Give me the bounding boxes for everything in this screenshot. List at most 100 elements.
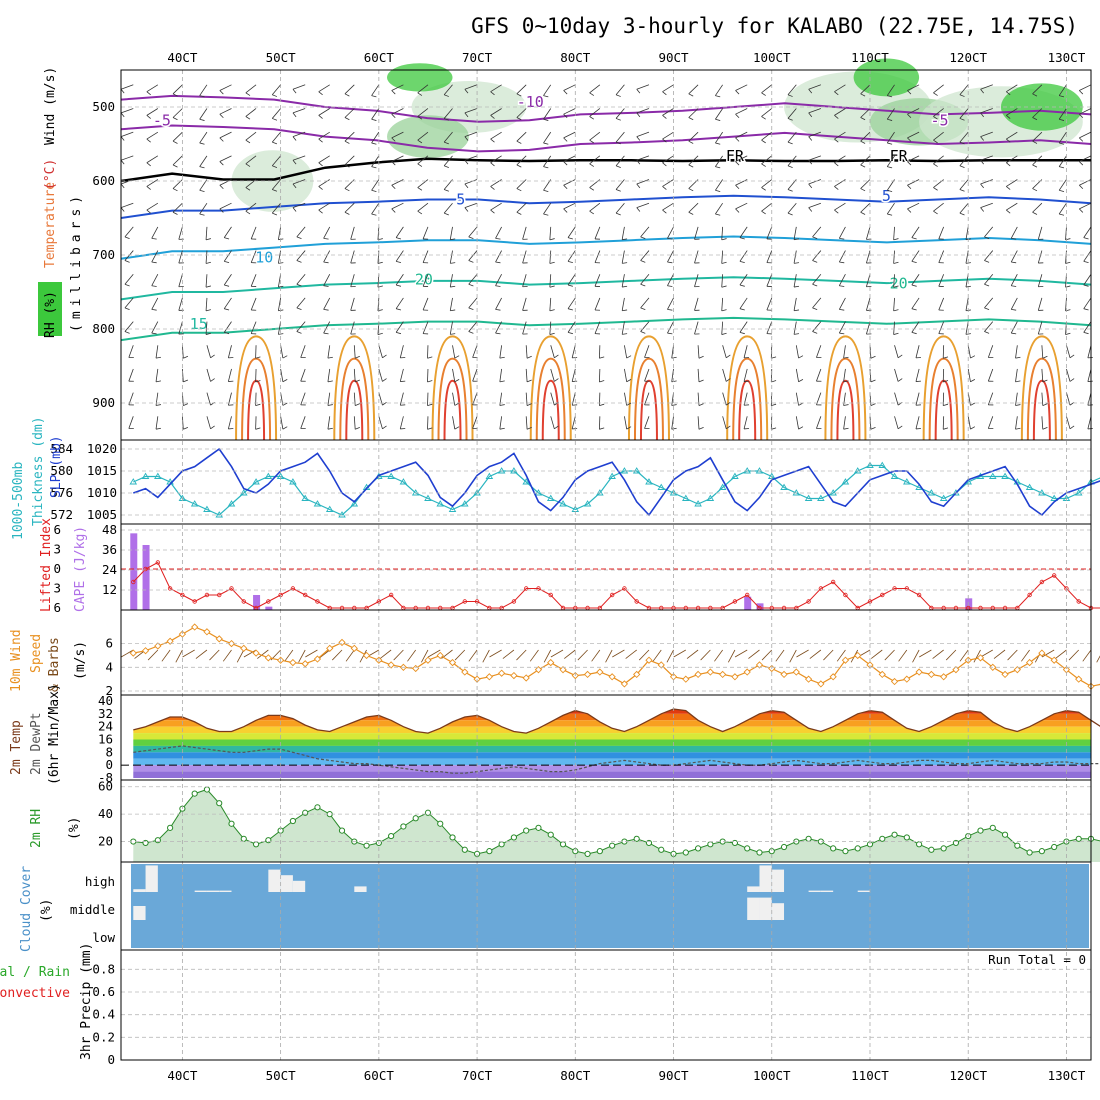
- wind-barb-flag: [355, 379, 360, 383]
- thickness-point: [890, 472, 899, 479]
- wind-barb: [525, 368, 528, 382]
- wind-barb-flag: [839, 309, 845, 311]
- wind-barb: [391, 202, 404, 210]
- wind-speed-point: [583, 670, 592, 679]
- wind-barb: [199, 84, 208, 96]
- wind-barb-flag: [834, 115, 839, 119]
- wind-barb-flag: [210, 425, 215, 430]
- wind-barb: [468, 297, 478, 309]
- wind-barb: [667, 226, 674, 239]
- wind-barb: [808, 202, 822, 209]
- wind-barb-flag: [933, 163, 938, 167]
- thickness-point: [387, 472, 395, 479]
- wind-barb: [860, 202, 871, 213]
- wind-barb-flag: [959, 118, 965, 121]
- wind-barb: [120, 108, 134, 114]
- wind-barb: [697, 368, 700, 382]
- thickness-point: [534, 489, 543, 496]
- wind-barb-flag: [808, 160, 813, 165]
- wind-barb: [667, 274, 674, 286]
- wind-barb: [1079, 202, 1092, 210]
- wind-barb: [219, 84, 232, 91]
- warm-temperature-contour: [1020, 335, 1063, 441]
- rh-point: [191, 790, 198, 797]
- thickness-point: [1025, 483, 1034, 490]
- wind-barb-flag: [454, 426, 460, 430]
- wind-barb: [1083, 297, 1092, 309]
- wind-barb-flag: [344, 164, 350, 168]
- wind-barb: [735, 202, 748, 210]
- wind-barb-flag: [526, 379, 532, 383]
- warm-temperature-contour: [443, 379, 462, 441]
- wind-barb-flag: [205, 309, 211, 312]
- wind-barb-10m: [454, 649, 466, 661]
- wind-barb: [146, 179, 159, 187]
- wind-barb-flag: [391, 184, 396, 190]
- wind-barb: [120, 155, 134, 161]
- wind-barb: [594, 297, 601, 311]
- wind-barb-10m: [898, 649, 908, 662]
- wind-barb-flag: [798, 378, 804, 383]
- wind-barb-flag: [1011, 309, 1017, 311]
- wind-barb: [893, 321, 895, 335]
- wind-barb: [146, 202, 159, 211]
- t2m-label: 2m Temp: [9, 720, 24, 775]
- wind-barb-flag: [1083, 284, 1089, 287]
- wind-barb: [499, 345, 503, 359]
- wind-barb: [694, 274, 699, 287]
- wind-barb-flag: [219, 208, 224, 213]
- wind-barb-flag: [255, 427, 261, 430]
- wind-barb-flag: [327, 427, 333, 430]
- wind-barb: [300, 368, 306, 382]
- rh-point: [707, 841, 714, 848]
- wind-barb: [468, 250, 478, 261]
- wind-barb: [178, 321, 183, 335]
- warm-temperature-contour: [1026, 357, 1057, 441]
- wind-barb-flag: [155, 427, 162, 430]
- wind-barb-flag: [255, 380, 261, 383]
- wind-barb: [490, 155, 502, 164]
- rh-point: [596, 848, 603, 855]
- wind-speed-point: [424, 656, 432, 664]
- wind-barb-flag: [970, 426, 976, 430]
- wind-barb: [206, 345, 211, 358]
- wind-barb: [271, 202, 281, 214]
- wind-barb: [715, 84, 723, 96]
- wind-barb: [567, 274, 576, 286]
- wind-barb-10m: [359, 649, 367, 663]
- wind-barb-flag: [292, 136, 297, 141]
- wind-barb-flag: [662, 209, 667, 214]
- wind-barb: [1083, 321, 1092, 333]
- wind-barb-flag: [721, 309, 727, 312]
- wind-barb-flag: [589, 139, 595, 144]
- wind-barb-flag: [1042, 403, 1048, 406]
- wind-barb: [838, 297, 846, 310]
- wind-barb-flag: [1032, 164, 1038, 168]
- wind-barb-flag: [323, 285, 329, 287]
- wind-barb-flag: [543, 213, 549, 216]
- wind-barb: [636, 84, 650, 90]
- wind-barb: [980, 202, 993, 209]
- wind-barb: [715, 108, 723, 120]
- wind-barb-flag: [490, 186, 495, 190]
- wind-barb: [543, 202, 552, 215]
- wind-barb: [636, 155, 650, 161]
- wind-barb: [662, 84, 674, 93]
- wind-barb: [245, 84, 257, 94]
- wind-barb-flag: [516, 93, 522, 97]
- wind-barb-flag: [640, 283, 646, 287]
- rh-point: [780, 843, 788, 851]
- wind-barb: [793, 226, 797, 240]
- wind-barb: [980, 108, 993, 114]
- thickness-point: [350, 500, 359, 507]
- wind-barb-flag: [516, 117, 522, 121]
- wind-barb: [522, 297, 527, 311]
- wind-barb: [766, 226, 773, 240]
- wind-barb-flag: [615, 165, 621, 168]
- wind-barb: [172, 84, 183, 95]
- wind-barb-flag: [1079, 90, 1084, 95]
- wind-barb: [245, 131, 257, 141]
- rh-point: [338, 827, 346, 834]
- lifted-index-point: [880, 592, 885, 598]
- wind-speed-point: [633, 670, 641, 679]
